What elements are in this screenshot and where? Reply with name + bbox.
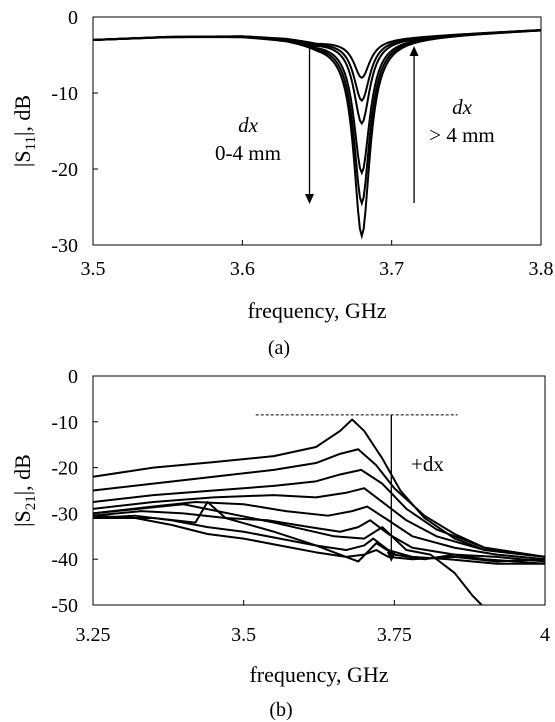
y-tick-label: 0: [68, 366, 78, 388]
x-tick-label: 3.5: [231, 624, 256, 646]
y-axis-label-suffix: |, dB: [10, 454, 35, 495]
series-line-4: [93, 487, 545, 558]
series-line-6: [93, 29, 541, 240]
plot-area-frame: [92, 375, 546, 606]
panel-caption: (b): [269, 699, 292, 721]
annotation-plus-dx: +dx: [411, 452, 444, 476]
series-line-8: [93, 514, 545, 563]
y-axis-label: |S21|, dB: [10, 454, 39, 527]
annotation-dx-left: dx: [238, 113, 259, 137]
x-tick-label: 3.5: [81, 258, 106, 280]
series-line-5: [93, 29, 541, 207]
y-tick-label: -20: [51, 458, 78, 480]
series-line-6: [93, 510, 545, 563]
y-tick-label: -10: [51, 412, 78, 434]
arrow-up-head: [409, 46, 419, 56]
x-tick-label: 4: [540, 624, 550, 646]
y-axis-label-subscript: 21: [23, 495, 39, 510]
y-tick-label: -50: [51, 595, 78, 617]
plot-area-frame: [92, 16, 542, 246]
series-line-5: [93, 500, 545, 561]
y-axis-label-suffix: |, dB: [10, 95, 35, 136]
panel-caption: (a): [268, 337, 290, 359]
series-group: [93, 29, 541, 240]
y-axis-label-subscript: 11: [23, 136, 39, 150]
x-tick-label: 3.6: [230, 258, 255, 280]
annotation-range-left: 0-4 mm: [215, 141, 281, 165]
y-tick-label: -30: [51, 503, 78, 525]
series-line-2: [93, 29, 541, 103]
x-tick-label: 3.8: [529, 258, 554, 280]
x-axis-label: frequency, GHz: [249, 662, 388, 687]
y-axis-label: |S11|, dB: [10, 95, 39, 167]
x-axis-label: frequency, GHz: [247, 298, 386, 323]
y-tick-label: -40: [51, 549, 78, 571]
x-tick-label: 3.25: [76, 624, 111, 646]
panel-a: 3.5 3.6 3.7 3.8 0 -10 -20 -30 frequency, GHz |S11…: [10, 7, 554, 359]
series-line-1: [93, 418, 545, 558]
y-tick-label: 0: [68, 7, 78, 29]
annotation-range-right: > 4 mm: [429, 123, 495, 147]
y-axis-label-prefix: |S: [10, 510, 35, 527]
arrow-down-head: [305, 194, 315, 204]
series-line-10: [93, 503, 483, 605]
annotation-dx-right: dx: [452, 95, 473, 119]
x-tick-label: 3.7: [379, 258, 404, 280]
x-tick-label: 3.75: [377, 624, 412, 646]
y-tick-label: -20: [51, 159, 78, 181]
series-group: [93, 418, 545, 605]
series-line-9: [93, 500, 545, 565]
arrow-down-head: [386, 552, 396, 562]
panel-b: 3.25 3.5 3.75 4 0 -10 -20 -30 -40 -50 frequency, G…: [10, 366, 550, 721]
y-tick-label: -10: [51, 83, 78, 105]
series-line-2: [93, 448, 545, 558]
y-tick-label: -30: [51, 235, 78, 257]
series-line-3: [93, 468, 545, 558]
y-axis-label-prefix: |S: [10, 150, 35, 167]
